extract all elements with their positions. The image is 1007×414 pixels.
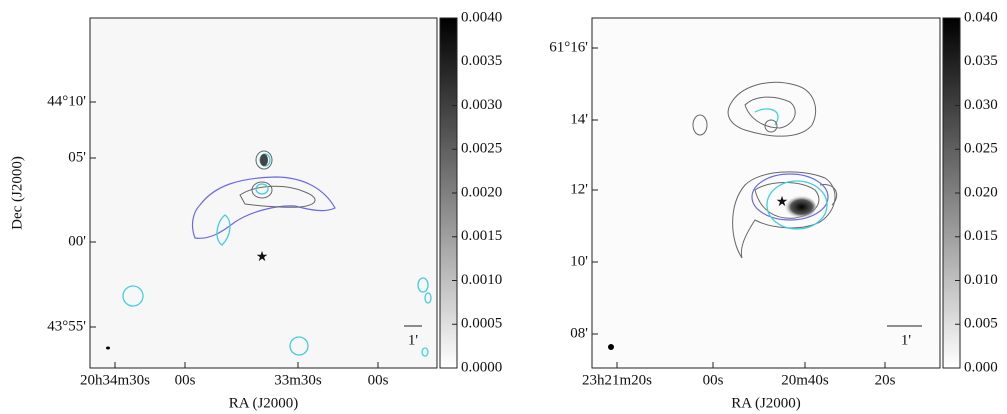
colorbar-tick-label: 0.0040 [461, 9, 502, 25]
contour [421, 347, 429, 357]
colorbar-tick-label: 0.040 [964, 9, 998, 25]
x-axis-label: RA (J2000) [229, 395, 299, 411]
colorbar-tick-label: 0.0015 [461, 228, 502, 244]
contour [255, 183, 269, 195]
contour [754, 108, 779, 126]
source [780, 195, 816, 219]
scale-bar-label: 1' [901, 332, 912, 348]
x-axis-label: RA (J2000) [731, 395, 801, 411]
y-tick-label: 44°10' [47, 93, 86, 109]
y-tick-label: 10' [570, 253, 588, 269]
star-marker: ★ [256, 250, 269, 265]
y-tick-label: 00' [68, 233, 86, 249]
y-tick-label: 61°16' [549, 39, 588, 55]
contour [289, 336, 309, 356]
colorbar-tick-label: 0.035 [964, 53, 998, 69]
contour [692, 114, 708, 136]
frame [89, 17, 438, 369]
beam [608, 344, 614, 350]
left-image: ★ [90, 18, 437, 368]
contour [122, 285, 144, 307]
colorbar-tick-label: 0.020 [964, 184, 998, 200]
colorbar-tick-label: 0.015 [964, 228, 998, 244]
contour [424, 292, 432, 304]
y-tick-label: 05' [68, 149, 86, 165]
scale-bar-label: 1' [408, 332, 419, 348]
right-image: ★ [592, 18, 940, 368]
image-bg [90, 18, 437, 368]
contour [191, 176, 336, 239]
image-bg [592, 18, 940, 368]
x-tick-label: 20h34m30s [80, 372, 150, 388]
contour [255, 150, 273, 170]
x-tick-label: 00s [175, 372, 196, 388]
star-marker: ★ [776, 195, 789, 210]
x-tick-label: 20s [875, 372, 896, 388]
colorbar-tick-label: 0.0000 [461, 359, 502, 375]
x-tick-label: 33m30s [274, 372, 322, 388]
y-tick-label: 08' [570, 325, 588, 341]
contour [744, 96, 796, 129]
colorbar-tick-label: 0.000 [964, 359, 998, 375]
y-tick-label: 14' [570, 111, 588, 127]
contour [766, 180, 828, 230]
colorbar-tick-label: 0.0035 [461, 53, 502, 69]
colorbar-tick-label: 0.0010 [461, 272, 502, 288]
y-tick-label: 12' [570, 181, 588, 197]
x-tick-label: 00s [368, 372, 389, 388]
contour [754, 182, 820, 219]
beam [106, 346, 110, 350]
colorbar-tick-label: 0.025 [964, 141, 998, 157]
contour [727, 81, 817, 137]
colorbar-tick-label: 0.0025 [461, 141, 502, 157]
x-tick-label: 00s [703, 372, 724, 388]
contour [417, 277, 429, 293]
y-tick-label: 43°55' [47, 318, 86, 334]
contour [751, 173, 829, 221]
colorbar-tick-label: 0.010 [964, 272, 998, 288]
colorbar-tick-label: 0.0005 [461, 316, 502, 332]
contour [216, 214, 231, 246]
frame [591, 17, 941, 369]
contour [764, 119, 778, 133]
y-axis-label: Dec (J2000) [9, 156, 25, 230]
contour [239, 185, 316, 208]
x-tick-label: 23h21m20s [582, 372, 652, 388]
colorbar-tick-label: 0.030 [964, 97, 998, 113]
colorbar-tick-label: 0.0020 [461, 184, 502, 200]
colorbar-tick-label: 0.0030 [461, 97, 502, 113]
contour [251, 181, 273, 199]
x-tick-label: 20m40s [781, 372, 829, 388]
contour [819, 184, 838, 206]
colorbar-tick-label: 0.005 [964, 316, 998, 332]
source [260, 154, 268, 166]
